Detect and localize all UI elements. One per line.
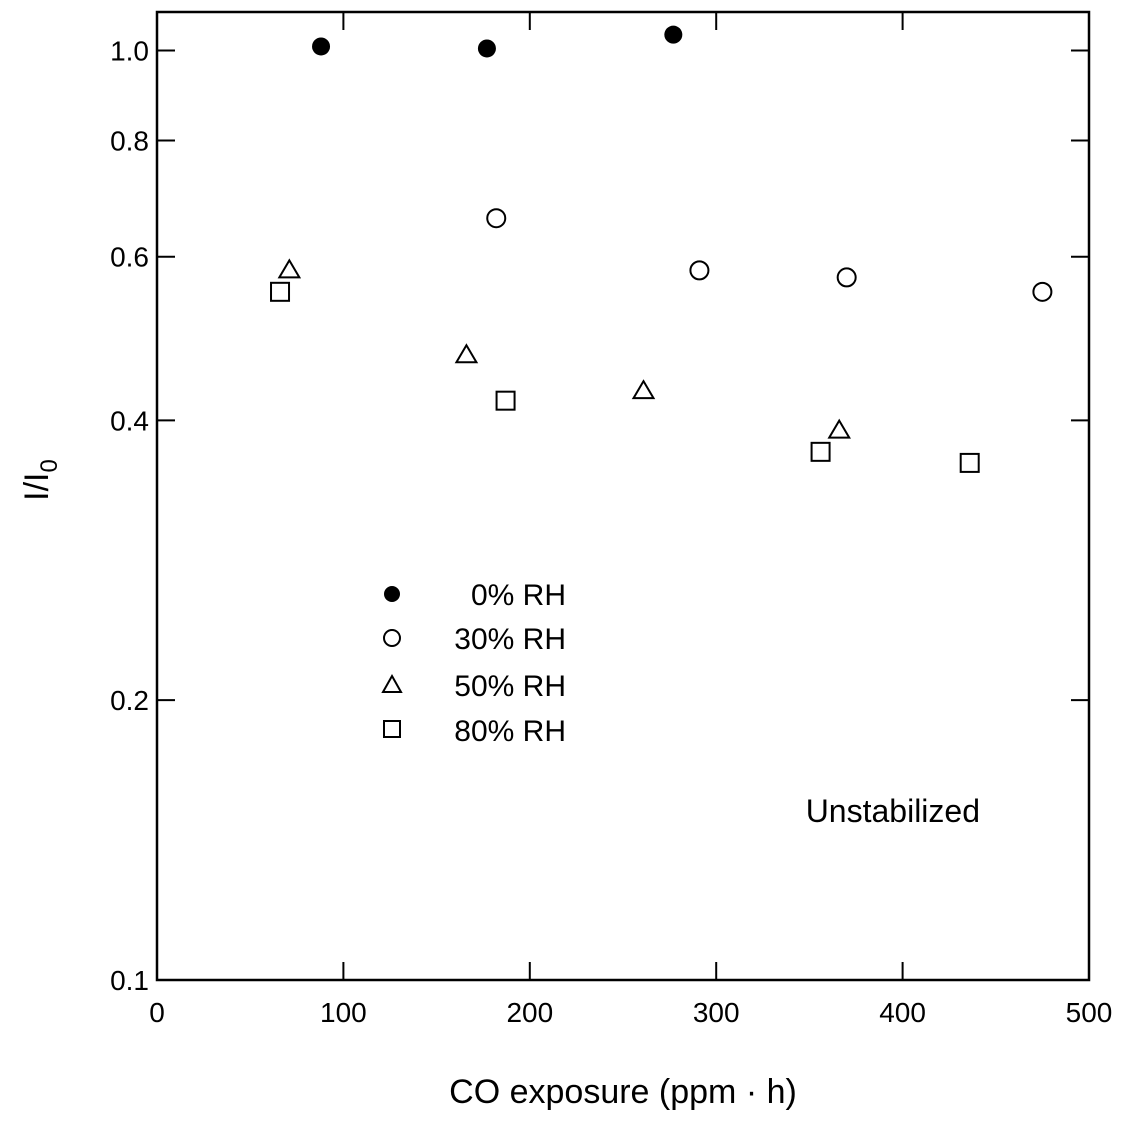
x-axis-label: CO exposure (ppm · h) <box>449 1073 797 1111</box>
point-80-rh-2 <box>810 441 831 462</box>
point-50-rh-3 <box>827 418 851 439</box>
plot-frame <box>155 10 1091 982</box>
x-tick-label-500: 500 <box>1066 997 1113 1028</box>
point-30-rh-0 <box>486 208 507 229</box>
legend-marker-30-rh <box>383 629 401 647</box>
point-30-rh-2 <box>836 267 857 288</box>
legend-label-80-rh: 80% RH <box>454 715 566 748</box>
point-50-rh-0 <box>277 258 302 279</box>
point-50-rh-1 <box>454 343 479 364</box>
point-0-rh-1 <box>477 39 496 58</box>
y-tick-label-1: 1.0 <box>110 35 149 66</box>
legend-label-30-rh: 30% RH <box>454 623 566 656</box>
x-tick-label-0: 0 <box>149 997 165 1028</box>
annotation-unstabilized: Unstabilized <box>806 793 980 829</box>
y-axis-label-main: I/I <box>18 473 56 501</box>
point-30-rh-3 <box>1032 281 1053 302</box>
y-tick-label-0-6: 0.6 <box>110 242 149 273</box>
point-50-rh-2 <box>631 379 656 400</box>
legend-label-0-rh: 0% RH <box>471 579 566 612</box>
point-80-rh-3 <box>959 452 980 473</box>
data-points <box>270 25 1053 473</box>
x-tick-label-400: 400 <box>879 997 926 1028</box>
y-axis-label: I/I0 <box>18 459 63 501</box>
point-0-rh-2 <box>664 25 683 44</box>
y-tick-label-0-4: 0.4 <box>110 405 149 436</box>
y-tick-label-0-2: 0.2 <box>110 685 149 716</box>
legend: 0% RH 30% RH 50% RH 80% RH <box>381 579 566 748</box>
tick-labels: 0 100 200 300 400 500 0.1 0.2 0.4 0.6 0.8 1.0 <box>110 35 1112 1028</box>
y-axis-label-subscript: 0 <box>36 459 63 472</box>
point-80-rh-0 <box>270 281 291 302</box>
x-tick-label-200: 200 <box>506 997 553 1028</box>
point-30-rh-1 <box>689 260 710 281</box>
x-tick-label-100: 100 <box>320 997 367 1028</box>
legend-label-50-rh: 50% RH <box>454 670 566 703</box>
legend-marker-80-rh <box>383 720 401 738</box>
x-tick-label-300: 300 <box>693 997 740 1028</box>
legend-marker-0-rh <box>384 586 400 602</box>
axis-ticks <box>157 12 1089 980</box>
point-80-rh-1 <box>495 390 516 411</box>
y-tick-label-0-8: 0.8 <box>110 126 149 157</box>
point-0-rh-0 <box>312 37 331 56</box>
legend-marker-50-rh <box>381 673 403 693</box>
y-tick-label-0-1: 0.1 <box>110 965 149 996</box>
